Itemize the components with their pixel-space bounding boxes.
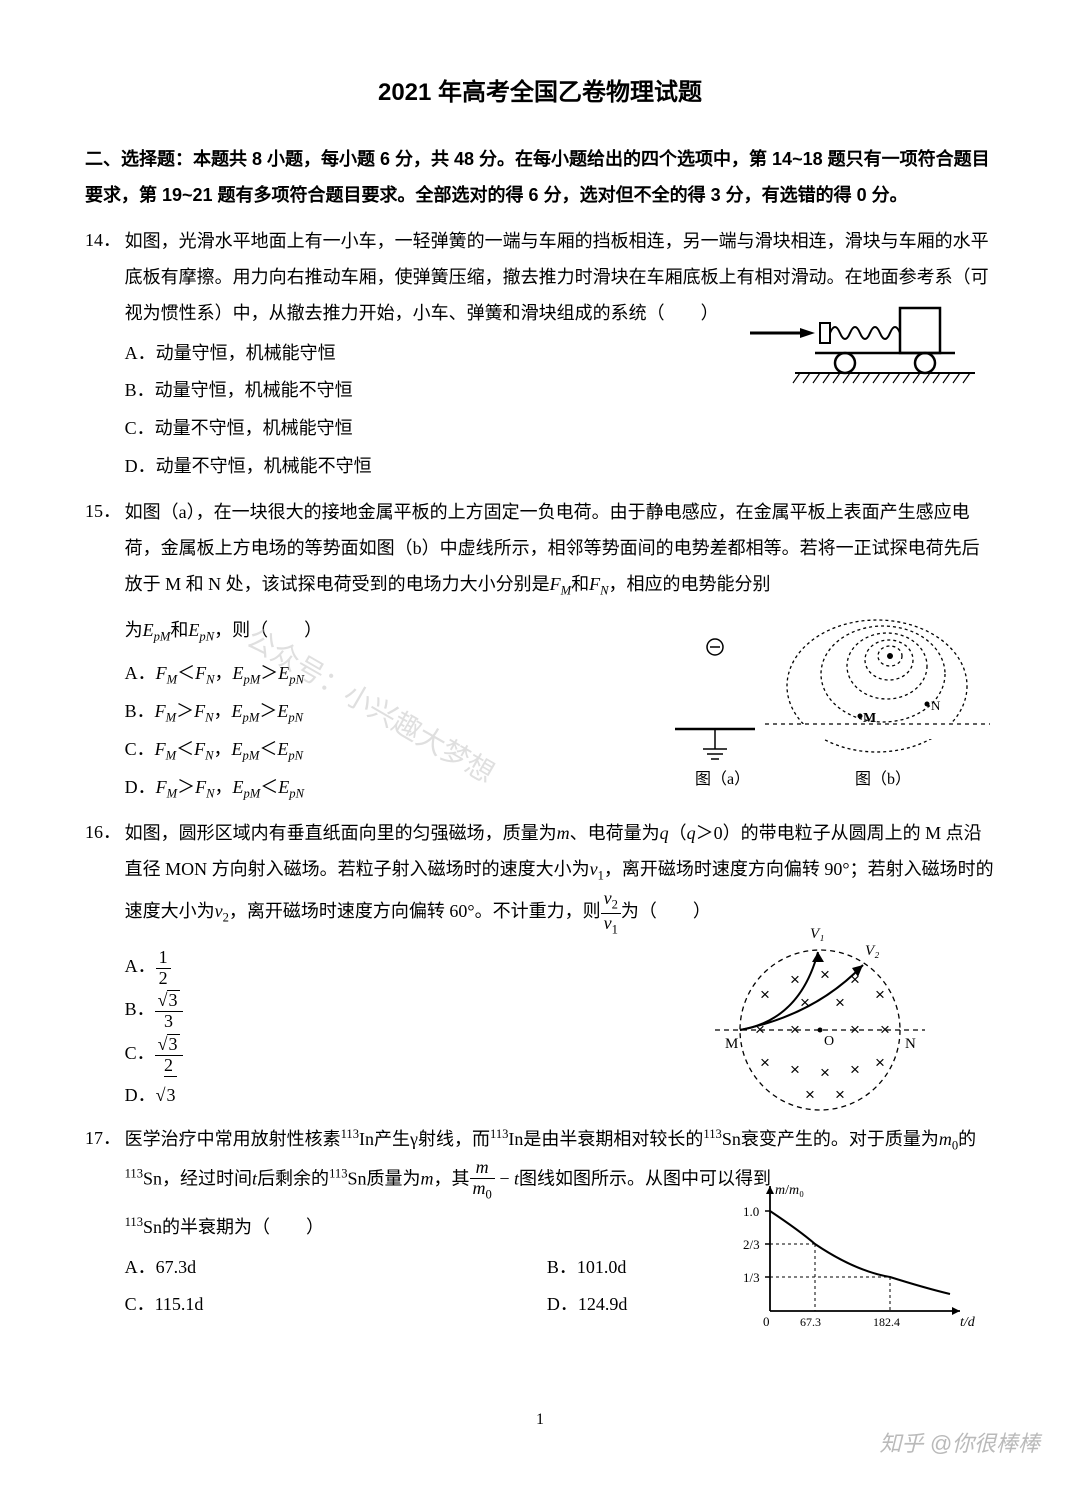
q17-figure: m/m₀ t/d 1.0 2/3 1/3 0 67.3 182.4 <box>725 1176 985 1336</box>
svg-text:t/d: t/d <box>960 1315 976 1330</box>
svg-text:2/3: 2/3 <box>743 1237 760 1252</box>
svg-text:N: N <box>931 698 941 713</box>
svg-text:M: M <box>725 1036 738 1052</box>
svg-text:×: × <box>850 1060 860 1079</box>
svg-text:×: × <box>820 1063 830 1082</box>
q14-figure <box>745 293 1005 393</box>
question-17: 17． 医学治疗中常用放射性核素113In产生γ射线，而113In是由半衰期相对… <box>85 1121 995 1325</box>
svg-text:×: × <box>880 1020 890 1039</box>
svg-text:×: × <box>820 965 830 984</box>
q17-opt-c: C．115.1d <box>125 1286 543 1324</box>
q15-text: 如图（a），在一块很大的接地金属平板的上方固定一负电荷。由于静电感应，在金属平板… <box>125 494 995 604</box>
svg-text:1/3: 1/3 <box>743 1270 760 1285</box>
q16-text: 如图，圆形区域内有垂直纸面向里的匀强磁场，质量为m、电荷量为q（q＞0）的带电粒… <box>125 815 995 937</box>
svg-text:图（a）: 图（a） <box>695 770 750 788</box>
svg-text:M: M <box>863 711 876 726</box>
svg-text:×: × <box>875 1053 885 1072</box>
page-number: 1 <box>536 1405 544 1435</box>
svg-text:×: × <box>760 1053 770 1072</box>
svg-text:图（b）: 图（b） <box>855 770 911 788</box>
svg-text:×: × <box>875 985 885 1004</box>
svg-text:×: × <box>790 970 800 989</box>
q15-figure: 图（a） M N 图（b） <box>655 609 1015 789</box>
q16-num: 16． <box>85 822 121 842</box>
svg-text:×: × <box>835 993 845 1012</box>
q14-num: 14． <box>85 230 121 250</box>
svg-text:m/m₀: m/m₀ <box>775 1183 804 1198</box>
exam-title: 2021 年高考全国乙卷物理试题 <box>85 70 995 116</box>
q14-opt-d: D．动量不守恒，机械能不守恒 <box>125 448 995 486</box>
svg-text:N: N <box>905 1036 916 1052</box>
svg-text:1.0: 1.0 <box>743 1204 759 1219</box>
watermark-zhihu: 知乎 @你很棒棒 <box>880 1423 1040 1465</box>
svg-text:V₂: V₂ <box>865 943 879 959</box>
q17-num: 17． <box>85 1128 121 1148</box>
q16-figure: M N O ××××× ×××× ××××× ×× ×× V₁ V₂ <box>705 920 935 1120</box>
q15-num: 15． <box>85 501 121 521</box>
svg-text:×: × <box>760 985 770 1004</box>
question-16: 16． 如图，圆形区域内有垂直纸面向里的匀强磁场，质量为m、电荷量为q（q＞0）… <box>85 815 995 1112</box>
q17-opt-a: A．67.3d <box>125 1249 543 1287</box>
svg-text:182.4: 182.4 <box>873 1315 900 1329</box>
svg-text:67.3: 67.3 <box>800 1315 821 1329</box>
svg-text:O: O <box>824 1034 834 1049</box>
svg-text:0: 0 <box>763 1314 770 1329</box>
q14-opt-c: C．动量不守恒，机械能守恒 <box>125 410 995 448</box>
svg-text:×: × <box>805 1085 815 1104</box>
svg-text:×: × <box>790 1060 800 1079</box>
question-15: 15． 如图（a），在一块很大的接地金属平板的上方固定一负电荷。由于静电感应，在… <box>85 494 995 808</box>
svg-text:V₁: V₁ <box>810 926 824 942</box>
question-14: 14． 如图，光滑水平地面上有一小车，一轻弹簧的一端与车厢的挡板相连，另一端与滑… <box>85 223 995 486</box>
section-intro: 二、选择题：本题共 8 小题，每小题 6 分，共 48 分。在每小题给出的四个选… <box>85 141 995 213</box>
svg-text:×: × <box>790 1020 800 1039</box>
svg-text:×: × <box>850 1020 860 1039</box>
svg-text:×: × <box>835 1085 845 1104</box>
